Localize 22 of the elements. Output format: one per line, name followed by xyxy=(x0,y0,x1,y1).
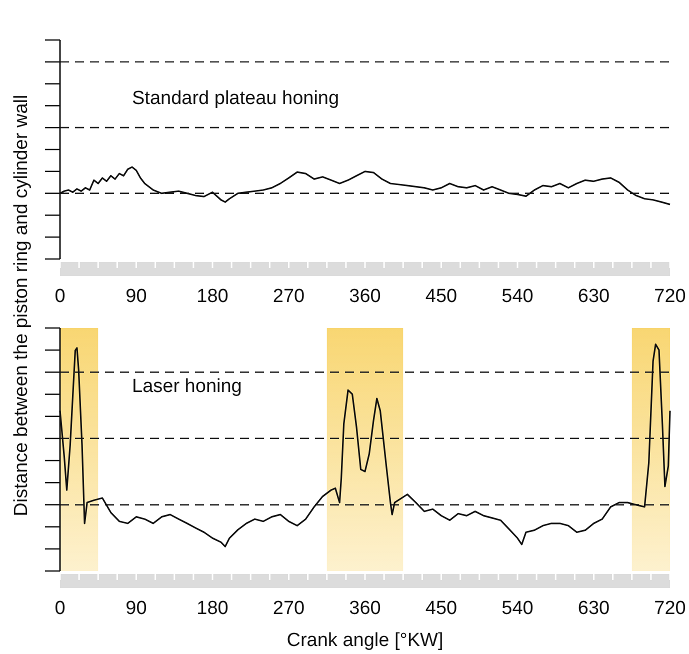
x-tick-label: 450 xyxy=(425,598,458,619)
x-tick-label: 450 xyxy=(425,286,458,307)
x-tick-label: 180 xyxy=(196,598,228,619)
x-tick-label: 630 xyxy=(578,598,610,619)
x-tick-label: 630 xyxy=(578,286,610,307)
x-tick-label: 0 xyxy=(54,286,66,307)
x-tick-label: 360 xyxy=(349,598,381,619)
annotation: Laser honing xyxy=(132,376,242,397)
x-tick-label: 540 xyxy=(502,286,534,307)
x-tick-label: 270 xyxy=(272,598,305,619)
x-tick-label: 0 xyxy=(54,598,66,619)
x-tick-label: 90 xyxy=(126,598,147,619)
x-tick-label: 270 xyxy=(272,286,305,307)
x-tick-label: 360 xyxy=(349,286,381,307)
x-tick-label: 90 xyxy=(126,286,147,307)
x-tick-label: 540 xyxy=(502,598,534,619)
x-axis-title: Crank angle [°KW] xyxy=(286,630,444,651)
text: Standard plateau honing xyxy=(132,88,340,109)
x-tick-label: 720 xyxy=(654,598,686,619)
x-tick-label: 720 xyxy=(654,286,686,307)
y-axis-title: Distance between the piston ring and cylinder wall xyxy=(11,94,32,516)
x-tick-label: 180 xyxy=(196,286,228,307)
